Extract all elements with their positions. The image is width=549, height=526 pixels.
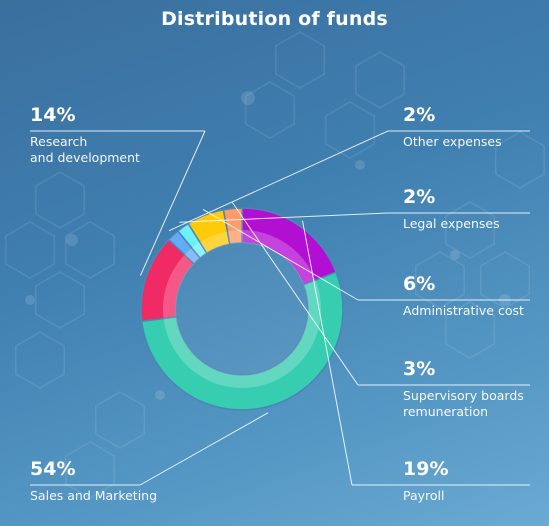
slice-inner-band [184, 247, 201, 264]
slice-label: Sales and Marketing [30, 488, 158, 503]
slice-inner-band [163, 254, 195, 319]
leader-line [302, 220, 353, 486]
value-label: 6% [403, 273, 436, 295]
chart-title: Distribution of funds [161, 8, 388, 30]
label-administrative-cost: 6% Administrative cost [403, 273, 524, 319]
slice-label: Payroll [403, 488, 445, 503]
label-supervisory-boards-remuneration: 3% Supervisory boards remuneration [403, 358, 524, 420]
slice-sales-and-marketing [140, 271, 344, 411]
leader-line [179, 212, 389, 223]
value-label: 54% [30, 458, 76, 480]
slice-inner-band [191, 242, 207, 258]
slice-inner-band [227, 230, 243, 245]
value-label: 2% [403, 186, 436, 208]
value-label: 14% [30, 104, 76, 126]
leader-line [168, 130, 389, 232]
slice-label: Supervisory boards remuneration [403, 388, 524, 419]
slice-label: Administrative cost [403, 303, 524, 318]
leader-line [202, 208, 359, 301]
leader-line [231, 202, 359, 386]
label-payroll: 19% Payroll [403, 458, 448, 504]
label-legal-expenses: 2% Legal expenses [403, 186, 500, 232]
leader-line [139, 412, 269, 486]
slice-inner-band [199, 231, 230, 254]
value-label: 3% [403, 358, 436, 380]
label-sales-and-marketing: 54% Sales and Marketing [30, 458, 157, 504]
donut-hole [176, 243, 308, 375]
slice-label: Other expenses [403, 134, 502, 149]
slice-label: Legal expenses [403, 216, 500, 231]
leader-line [139, 130, 206, 276]
slice-label: Research and development [30, 134, 140, 165]
value-label: 19% [403, 458, 449, 480]
value-label: 2% [403, 104, 436, 126]
label-research-and-development: 14% Research and development [30, 104, 140, 166]
label-other-expenses: 2% Other expenses [403, 104, 502, 150]
